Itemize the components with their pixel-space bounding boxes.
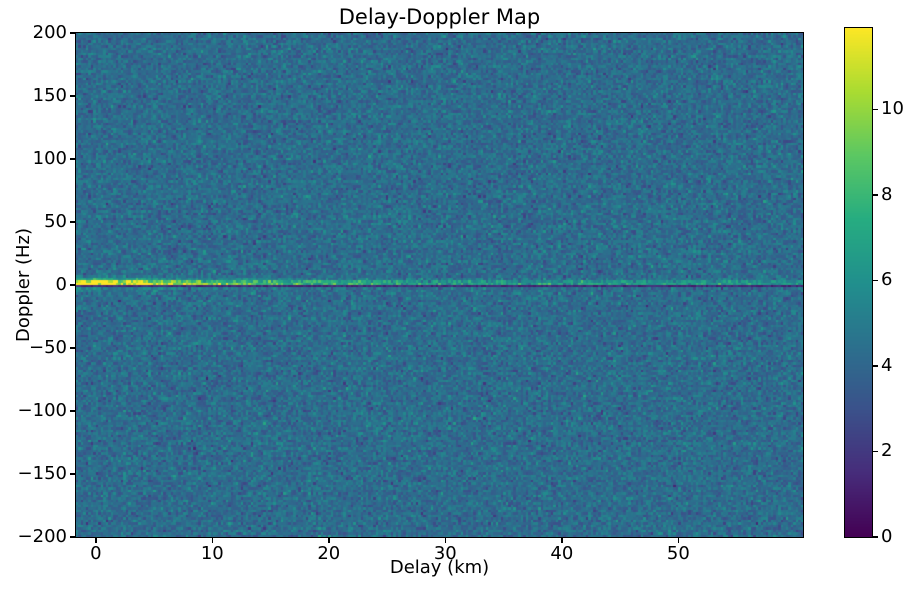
- colorbar-tick-label: 2: [881, 440, 893, 462]
- colorbar-tick-mark: [873, 279, 878, 282]
- chart-title: Delay-Doppler Map: [338, 5, 541, 29]
- plot-area: [75, 32, 804, 538]
- colorbar-tick-mark: [873, 536, 878, 538]
- y-tick-label: −50: [29, 337, 67, 358]
- y-tick-label: 100: [32, 148, 67, 169]
- x-tick-mark: [95, 538, 97, 543]
- x-tick-label: 10: [200, 543, 224, 564]
- colorbar-tick-label: 10: [881, 98, 904, 120]
- x-tick-mark: [561, 538, 563, 543]
- x-tick-mark: [211, 538, 214, 543]
- y-tick-mark: [70, 95, 75, 97]
- y-tick-label: 150: [32, 85, 67, 106]
- y-tick-label: −100: [17, 400, 67, 421]
- colorbar-tick-label: 6: [881, 269, 893, 291]
- x-tick-mark: [328, 538, 330, 543]
- y-tick-mark: [70, 536, 75, 538]
- y-tick-label: 50: [44, 211, 67, 232]
- y-tick-mark: [70, 473, 75, 475]
- x-tick-label: 40: [550, 543, 574, 564]
- colorbar-tick-label: 4: [881, 354, 893, 376]
- y-tick-label: 200: [32, 22, 67, 43]
- x-tick-label: 30: [433, 543, 457, 564]
- colorbar: [844, 27, 873, 538]
- y-tick-label: −200: [17, 526, 67, 547]
- y-tick-mark: [70, 347, 75, 349]
- y-tick-mark: [70, 32, 75, 34]
- x-tick-label: 20: [317, 543, 341, 564]
- y-tick-label: −150: [17, 463, 67, 484]
- heatmap-canvas: [76, 33, 803, 537]
- colorbar-tick-mark: [873, 450, 878, 453]
- y-tick-label: 0: [55, 274, 67, 295]
- x-tick-label: 50: [666, 543, 690, 564]
- y-tick-mark: [70, 410, 75, 412]
- colorbar-tick-mark: [873, 108, 878, 111]
- y-tick-mark: [70, 221, 75, 223]
- y-tick-mark: [70, 158, 75, 160]
- colorbar-tick-mark: [873, 194, 878, 196]
- x-tick-mark: [444, 538, 447, 543]
- colorbar-tick-label: 0: [881, 526, 893, 547]
- x-tick-mark: [677, 538, 680, 543]
- y-tick-mark: [70, 284, 75, 286]
- colorbar-tick-label: 8: [881, 183, 893, 205]
- x-tick-label: 0: [90, 543, 102, 564]
- colorbar-canvas: [845, 28, 872, 537]
- colorbar-tick-mark: [873, 365, 878, 367]
- x-axis-label: Delay (km): [389, 557, 490, 578]
